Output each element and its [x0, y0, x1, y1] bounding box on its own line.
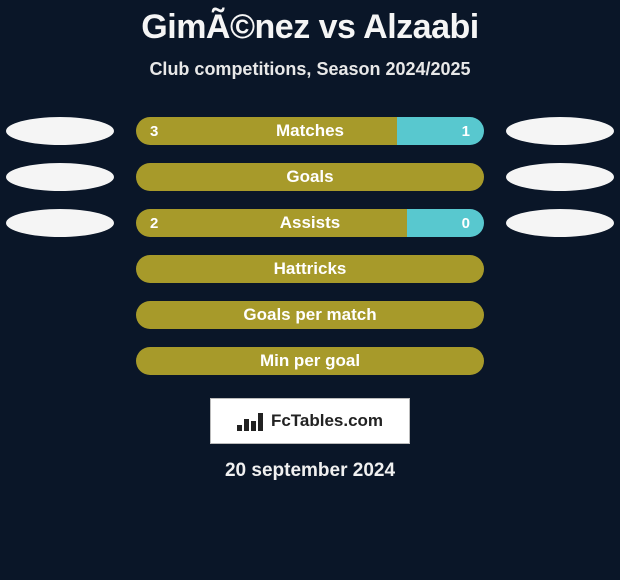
- player-right-ellipse: [506, 117, 614, 145]
- stat-bar: 20: [136, 209, 484, 237]
- stat-bar-right: 1: [397, 117, 484, 145]
- stat-bar: [136, 301, 484, 329]
- stat-bar-left: [136, 347, 484, 375]
- stat-bar: 31: [136, 117, 484, 145]
- stat-value-right: 0: [448, 215, 484, 232]
- page-title: GimÃ©nez vs Alzaabi: [0, 0, 620, 47]
- player-left-ellipse: [6, 209, 114, 237]
- stat-bar-left: [136, 301, 484, 329]
- stat-row: Min per goal: [0, 338, 620, 384]
- stat-row: Hattricks: [0, 246, 620, 292]
- stat-rows: 31MatchesGoals20AssistsHattricksGoals pe…: [0, 108, 620, 384]
- date-label: 20 september 2024: [0, 460, 620, 482]
- stat-bar-right: 0: [407, 209, 484, 237]
- logo-box: FcTables.com: [210, 398, 410, 444]
- player-right-ellipse: [506, 209, 614, 237]
- stat-row: Goals per match: [0, 292, 620, 338]
- stat-bar-left: 3: [136, 117, 397, 145]
- stat-value-left: 3: [136, 123, 172, 140]
- stat-bar: [136, 347, 484, 375]
- player-left-ellipse: [6, 117, 114, 145]
- stat-bar-left: 2: [136, 209, 407, 237]
- stat-value-right: 1: [448, 123, 484, 140]
- logo: FcTables.com: [237, 411, 383, 431]
- stat-row: 31Matches: [0, 108, 620, 154]
- stat-value-left: 2: [136, 215, 172, 232]
- player-right-ellipse: [506, 163, 614, 191]
- stat-bar-left: [136, 163, 484, 191]
- stat-row: 20Assists: [0, 200, 620, 246]
- stat-bar: [136, 255, 484, 283]
- stat-bar-left: [136, 255, 484, 283]
- stat-row: Goals: [0, 154, 620, 200]
- logo-text: FcTables.com: [271, 411, 383, 431]
- stat-bar: [136, 163, 484, 191]
- page-subtitle: Club competitions, Season 2024/2025: [0, 59, 620, 80]
- player-left-ellipse: [6, 163, 114, 191]
- bar-chart-icon: [237, 411, 265, 431]
